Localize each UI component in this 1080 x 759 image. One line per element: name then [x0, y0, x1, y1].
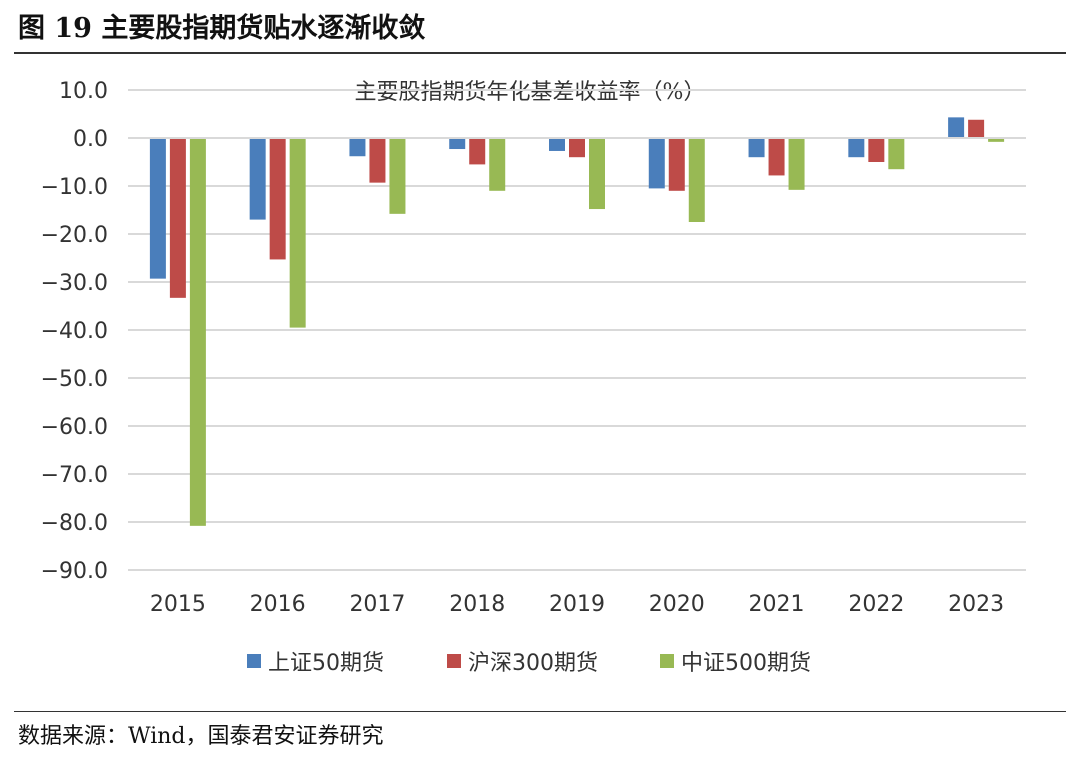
- bar: [449, 138, 466, 150]
- y-tick-label: −90.0: [41, 559, 108, 584]
- bar: [349, 138, 366, 157]
- y-tick-label: −70.0: [41, 463, 108, 488]
- x-category-label: 2016: [250, 592, 306, 617]
- legend-label: 沪深300期货: [468, 651, 598, 676]
- y-tick-label: −60.0: [41, 415, 108, 440]
- y-tick-label: −30.0: [41, 271, 108, 296]
- legend-swatch: [247, 654, 261, 668]
- title-rule: [14, 52, 1066, 54]
- bar: [189, 138, 206, 526]
- bar: [888, 138, 905, 170]
- y-axis-ticks: 10.0 0.0 −10.0 −20.0 −30.0 −40.0 −50.0 −60.0 −70…: [41, 79, 108, 584]
- x-category-label: 2019: [549, 592, 605, 617]
- bar: [369, 138, 386, 183]
- x-category-label: 2015: [150, 592, 206, 617]
- bar: [688, 138, 705, 222]
- y-tick-label: −10.0: [41, 175, 108, 200]
- legend: 上证50期货 沪深300期货 中证500期货: [247, 651, 811, 676]
- source-rule: [14, 711, 1066, 712]
- bar: [169, 138, 186, 298]
- bar: [668, 138, 685, 191]
- x-category-label: 2020: [649, 592, 705, 617]
- bar: [289, 138, 306, 328]
- bar: [768, 138, 785, 176]
- figure-title: 图 19 主要股指期货贴水逐渐收敛: [18, 13, 426, 44]
- x-category-label: 2022: [848, 592, 904, 617]
- bar: [868, 138, 885, 162]
- legend-swatch: [447, 654, 461, 668]
- chart-title: 主要股指期货年化基差收益率（%）: [355, 80, 706, 105]
- legend-swatch: [660, 654, 674, 668]
- bar: [848, 138, 865, 158]
- bar: [149, 138, 166, 279]
- bar: [269, 138, 286, 260]
- x-category-label: 2017: [349, 592, 405, 617]
- bar: [788, 138, 805, 190]
- y-tick-label: −20.0: [41, 223, 108, 248]
- y-tick-label: −50.0: [41, 367, 108, 392]
- y-tick-label: 10.0: [59, 79, 108, 104]
- x-axis-categories: 2015 2016 2017 2018 2019 2020 2021 2022 2023: [150, 592, 1004, 617]
- bar: [569, 138, 585, 158]
- bar: [489, 138, 506, 191]
- bar: [589, 138, 605, 210]
- bar: [549, 138, 565, 151]
- bar: [748, 138, 765, 158]
- bars: [149, 117, 1005, 526]
- bar: [648, 138, 665, 189]
- y-tick-label: 0.0: [73, 127, 108, 152]
- source-note: 数据来源：Wind，国泰君安证券研究: [18, 724, 384, 749]
- legend-label: 中证500期货: [681, 651, 811, 676]
- x-category-label: 2023: [948, 592, 1004, 617]
- bar: [968, 119, 985, 138]
- bar: [948, 117, 965, 138]
- bar: [389, 138, 406, 214]
- legend-label: 上证50期货: [268, 651, 384, 676]
- bar: [469, 138, 486, 165]
- bar: [988, 138, 1005, 142]
- x-category-label: 2018: [449, 592, 505, 617]
- y-tick-label: −40.0: [41, 319, 108, 344]
- x-category-label: 2021: [749, 592, 805, 617]
- y-tick-label: −80.0: [41, 511, 108, 536]
- bar: [249, 138, 266, 220]
